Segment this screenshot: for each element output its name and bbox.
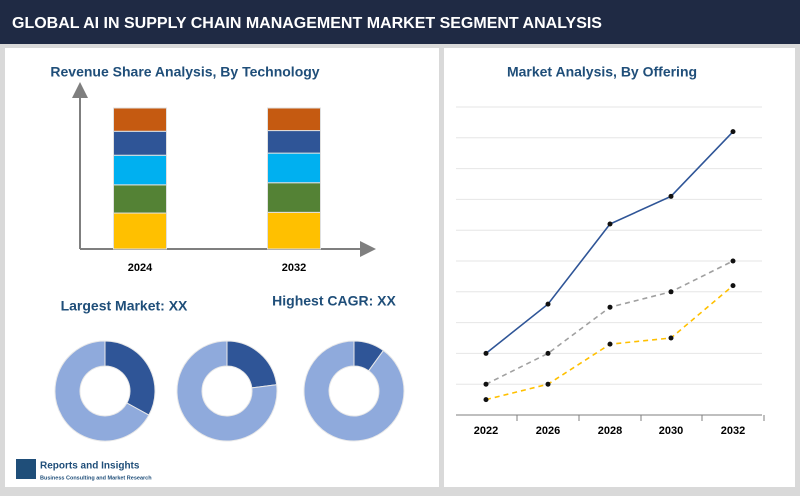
- header-bar: [0, 0, 800, 44]
- x-tick-label: 2032: [282, 262, 306, 274]
- largest-market: Largest Market: XX: [61, 298, 188, 314]
- x-tick-label: 2030: [659, 425, 683, 437]
- chart-title: Revenue Share Analysis, By Technology: [50, 64, 319, 80]
- bar-segment: [113, 212, 167, 250]
- bar-segment: [267, 107, 321, 132]
- point: [483, 381, 489, 387]
- brand: Reports and Insights: [40, 461, 140, 472]
- chart-title: Market Analysis, By Offering: [507, 64, 697, 80]
- point: [545, 381, 551, 387]
- bar-segment: [113, 130, 167, 156]
- point: [607, 304, 613, 310]
- bar-segment: [267, 152, 321, 184]
- point: [668, 289, 674, 295]
- point: [545, 301, 551, 307]
- point: [668, 335, 674, 341]
- point: [730, 129, 736, 135]
- point: [483, 397, 489, 403]
- x-tick-label: 2024: [128, 262, 153, 274]
- logo-icon: [16, 459, 36, 479]
- donut-segment: [104, 340, 156, 416]
- header-title: GLOBAL AI IN SUPPLY CHAIN MANAGEMENT MAR…: [12, 15, 602, 32]
- x-tick-label: 2028: [598, 425, 622, 437]
- logo: Reports and Insights Business Consulting…: [16, 459, 152, 481]
- right-panel: [444, 48, 795, 487]
- highest-cagr: Highest CAGR: XX: [272, 293, 396, 309]
- point: [668, 193, 674, 199]
- donut-segment: [176, 340, 278, 442]
- point: [730, 258, 736, 264]
- point: [545, 350, 551, 356]
- bar-segment: [267, 211, 321, 250]
- x-tick-label: 2026: [536, 425, 560, 437]
- bar-segment: [267, 182, 321, 213]
- point: [607, 221, 613, 227]
- bar-segment: [113, 184, 167, 214]
- point: [607, 341, 613, 347]
- bar-segment: [113, 154, 167, 186]
- tagline: Business Consulting and Market Research: [40, 475, 152, 481]
- donut-segment: [303, 340, 405, 442]
- x-tick-label: 2022: [474, 425, 498, 437]
- donut-segment: [54, 340, 150, 442]
- bar-segment: [113, 107, 167, 132]
- bar-segment: [267, 130, 321, 154]
- point: [730, 283, 736, 289]
- x-tick-label: 2032: [721, 425, 745, 437]
- point: [483, 350, 489, 356]
